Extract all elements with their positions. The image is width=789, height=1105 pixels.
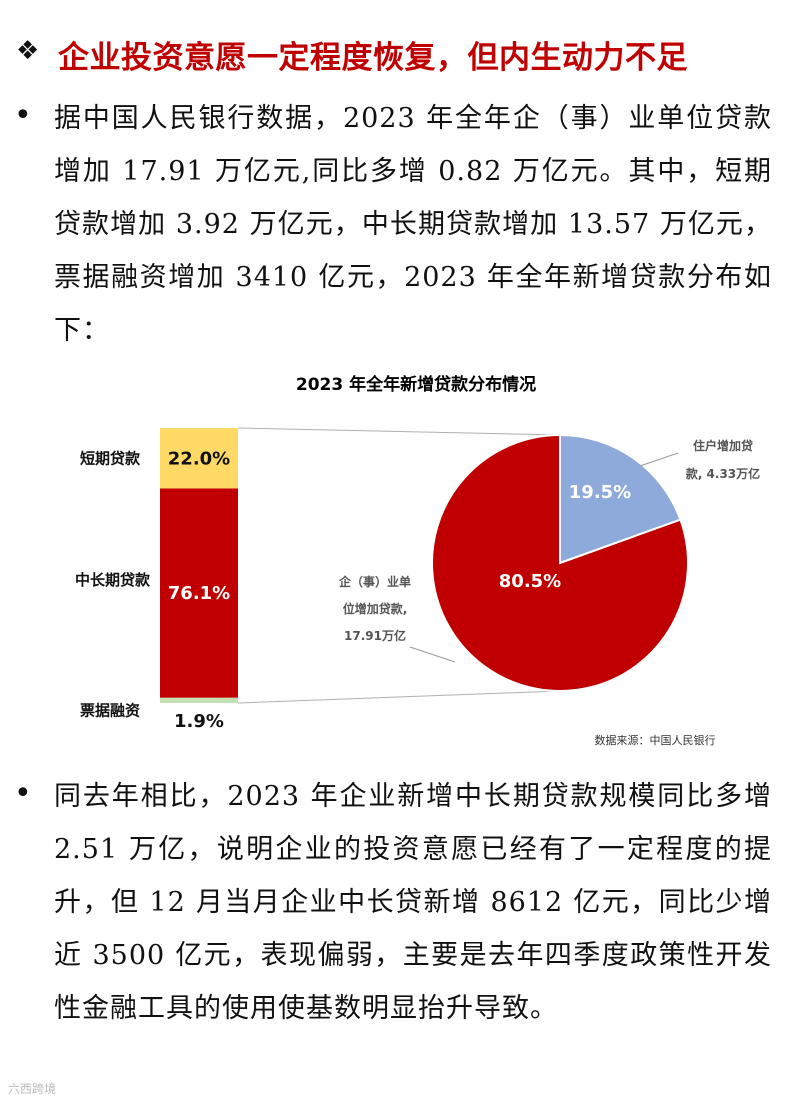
pie-callout-label: 17.91万亿 xyxy=(344,628,406,643)
pie-slice-2 xyxy=(431,433,689,692)
bar-segment-1 xyxy=(160,428,238,489)
callout-leader-line xyxy=(639,452,679,467)
pie-callout-label: 住户增加贷 xyxy=(693,438,753,453)
bar-category-label: 票据融资 xyxy=(80,701,140,719)
pie-callout-label: 企（事）业单 xyxy=(338,574,411,589)
connector-line xyxy=(237,427,561,436)
source-note: 数据来源：中国人民银行 xyxy=(595,733,716,747)
diamond-bullet-icon: ❖ xyxy=(16,36,40,66)
bar-value-label: 22.0% xyxy=(168,448,230,469)
pie-value-label: 19.5% xyxy=(569,482,631,503)
bar-category-label: 短期贷款 xyxy=(80,449,141,467)
bar-segment-2 xyxy=(160,488,238,698)
loan-distribution-chart: 2023 年全年新增贷款分布情况 短期贷款中长期贷款票据融资 22.0% 76.1%… xyxy=(0,360,789,760)
callout-leader-line xyxy=(409,646,456,663)
paragraph-2-text: 同去年相比，2023 年企业新增中长期贷款规模同比多增 2.51 万亿，说明企业… xyxy=(54,781,772,1024)
pie-slice-1 xyxy=(559,433,682,565)
bullet-icon: • xyxy=(14,98,32,133)
pie-value-label: 80.5% xyxy=(499,571,561,592)
heading-text: 企业投资意愿一定程度恢复，但内生动力不足 xyxy=(58,40,688,76)
bullet-icon: • xyxy=(14,776,32,811)
bar-value-label: 1.9% xyxy=(174,711,224,732)
pie-callout-label: 位增加贷款, xyxy=(343,601,408,616)
watermark: 六西跨境 xyxy=(8,1082,57,1096)
bar-value-label: 76.1% xyxy=(168,583,230,604)
section-heading: ❖ 企业投资意愿一定程度恢复，但内生动力不足 xyxy=(8,30,783,80)
bar-segment-3 xyxy=(160,697,238,703)
connector-lines xyxy=(237,427,561,704)
chart-title: 2023 年全年新增贷款分布情况 xyxy=(296,374,536,395)
connector-line xyxy=(237,690,561,704)
paragraph-1-text: 据中国人民银行数据，2023 年全年企（事）业单位贷款增加 17.91 万亿元,… xyxy=(54,103,772,346)
pie-callout-label: 款, 4.33万亿 xyxy=(686,466,760,481)
bar-category-label: 中长期贷款 xyxy=(75,571,151,589)
